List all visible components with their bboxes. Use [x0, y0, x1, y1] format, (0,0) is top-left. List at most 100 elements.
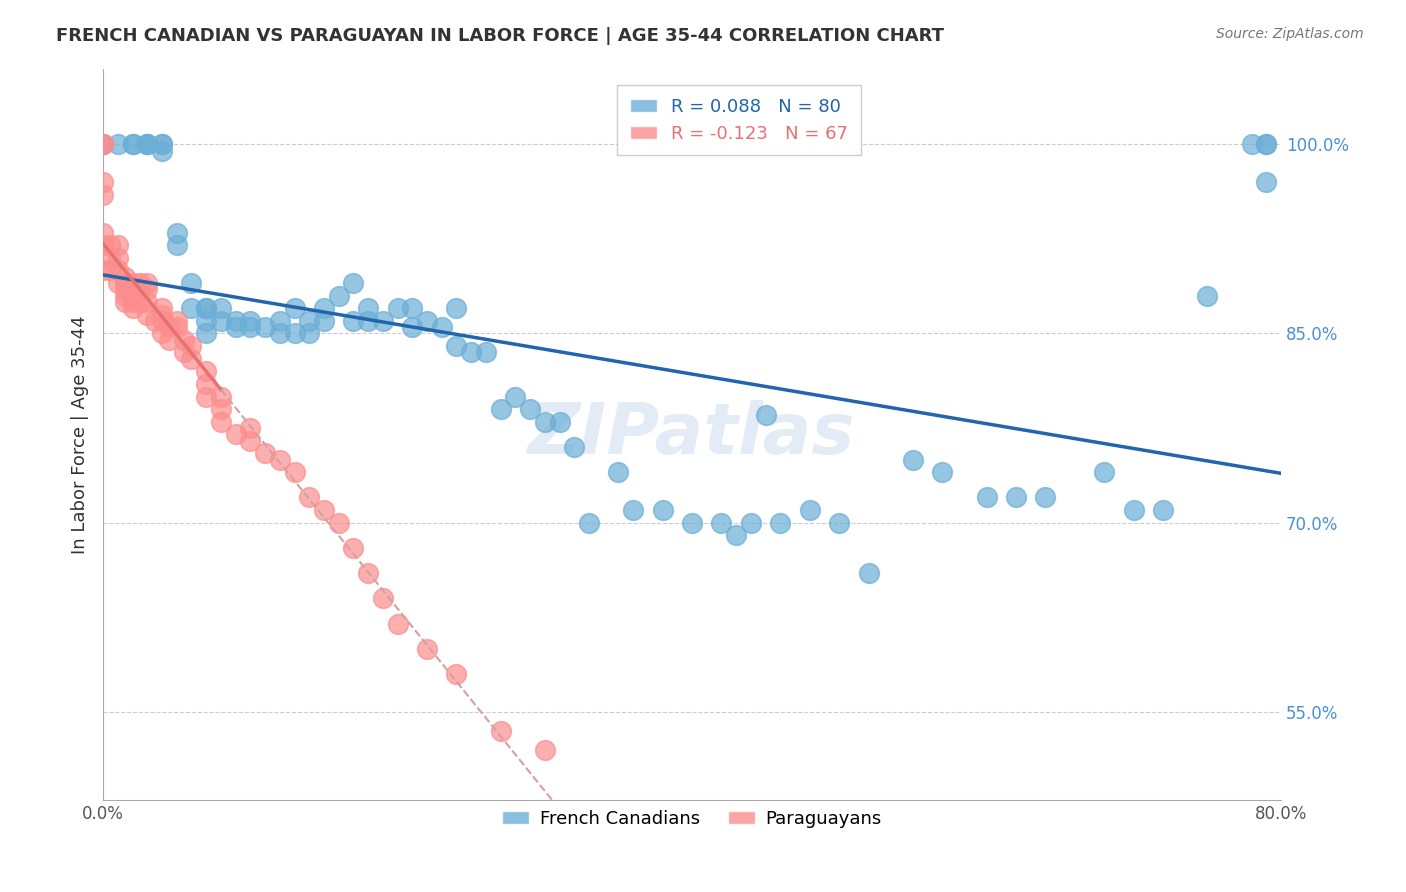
Point — [387, 616, 409, 631]
Point — [180, 276, 202, 290]
Point — [91, 226, 114, 240]
Point — [136, 137, 159, 152]
Point — [107, 238, 129, 252]
Point — [740, 516, 762, 530]
Point — [129, 276, 152, 290]
Point — [1035, 491, 1057, 505]
Point — [1240, 137, 1263, 152]
Point — [533, 415, 555, 429]
Point — [121, 294, 143, 309]
Point — [621, 503, 644, 517]
Point — [166, 238, 188, 252]
Point — [180, 301, 202, 316]
Point — [107, 263, 129, 277]
Point — [209, 390, 232, 404]
Point — [976, 491, 998, 505]
Point — [91, 137, 114, 152]
Point — [342, 541, 364, 555]
Point — [157, 320, 180, 334]
Point — [1256, 137, 1278, 152]
Point — [239, 320, 262, 334]
Point — [107, 276, 129, 290]
Point — [387, 301, 409, 316]
Point — [180, 339, 202, 353]
Point — [195, 390, 218, 404]
Point — [121, 137, 143, 152]
Point — [858, 566, 880, 581]
Point — [91, 137, 114, 152]
Point — [416, 641, 439, 656]
Point — [114, 276, 136, 290]
Point — [607, 465, 630, 479]
Point — [209, 314, 232, 328]
Point — [195, 364, 218, 378]
Point — [1152, 503, 1174, 517]
Point — [312, 314, 335, 328]
Point — [150, 326, 173, 341]
Point — [769, 516, 792, 530]
Point — [328, 516, 350, 530]
Point — [283, 465, 305, 479]
Point — [166, 314, 188, 328]
Point — [710, 516, 733, 530]
Point — [446, 301, 468, 316]
Point — [298, 491, 321, 505]
Point — [1092, 465, 1115, 479]
Point — [489, 723, 512, 738]
Point — [173, 345, 195, 359]
Point — [121, 282, 143, 296]
Point — [225, 427, 247, 442]
Text: FRENCH CANADIAN VS PARAGUAYAN IN LABOR FORCE | AGE 35-44 CORRELATION CHART: FRENCH CANADIAN VS PARAGUAYAN IN LABOR F… — [56, 27, 945, 45]
Point — [651, 503, 673, 517]
Point — [100, 263, 122, 277]
Point — [150, 137, 173, 152]
Point — [401, 301, 423, 316]
Point — [755, 409, 778, 423]
Point — [150, 314, 173, 328]
Point — [446, 667, 468, 681]
Point — [91, 263, 114, 277]
Point — [533, 743, 555, 757]
Point — [505, 390, 527, 404]
Point — [180, 351, 202, 366]
Point — [136, 282, 159, 296]
Point — [269, 452, 291, 467]
Point — [1256, 137, 1278, 152]
Point — [269, 314, 291, 328]
Point — [269, 326, 291, 341]
Point — [136, 294, 159, 309]
Point — [475, 345, 498, 359]
Point — [254, 446, 277, 460]
Point — [100, 238, 122, 252]
Point — [371, 314, 394, 328]
Point — [114, 269, 136, 284]
Point — [312, 503, 335, 517]
Point — [114, 282, 136, 296]
Point — [312, 301, 335, 316]
Point — [91, 187, 114, 202]
Point — [1122, 503, 1144, 517]
Point — [209, 415, 232, 429]
Point — [129, 294, 152, 309]
Point — [489, 402, 512, 417]
Point — [254, 320, 277, 334]
Point — [681, 516, 703, 530]
Point — [799, 503, 821, 517]
Point — [129, 282, 152, 296]
Point — [328, 288, 350, 302]
Point — [225, 314, 247, 328]
Point — [121, 276, 143, 290]
Point — [283, 301, 305, 316]
Point — [1197, 288, 1219, 302]
Point — [136, 276, 159, 290]
Point — [446, 339, 468, 353]
Point — [548, 415, 571, 429]
Point — [828, 516, 851, 530]
Point — [371, 591, 394, 606]
Point — [1005, 491, 1028, 505]
Point — [136, 137, 159, 152]
Point — [91, 137, 114, 152]
Point — [150, 144, 173, 158]
Point — [578, 516, 600, 530]
Point — [195, 301, 218, 316]
